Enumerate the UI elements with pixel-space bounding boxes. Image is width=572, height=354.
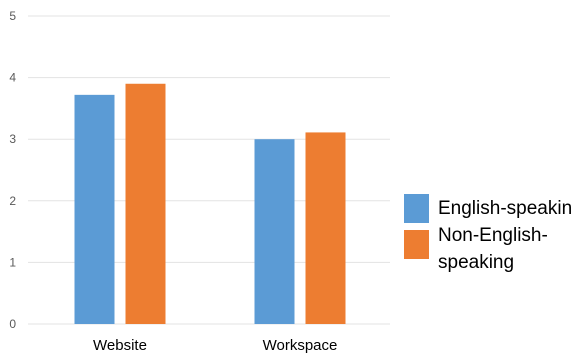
legend-label: English-speaking bbox=[438, 198, 572, 219]
x-axis-labels: Website Workspace bbox=[93, 337, 337, 354]
x-category-label: Workspace bbox=[263, 337, 338, 354]
y-tick-label: 4 bbox=[9, 71, 16, 85]
legend-swatch bbox=[404, 194, 429, 223]
y-tick-label: 2 bbox=[9, 194, 16, 208]
bars bbox=[74, 83, 346, 325]
legend-swatch bbox=[404, 230, 429, 259]
x-category-label: Website bbox=[93, 337, 147, 354]
legend-label: Non-English- bbox=[438, 225, 548, 246]
y-tick-label: 5 bbox=[9, 9, 16, 23]
y-tick-label: 0 bbox=[9, 317, 16, 331]
y-tick-label: 3 bbox=[9, 132, 16, 146]
legend-label: speaking bbox=[438, 252, 514, 273]
bar-non-english-speaking-workspace bbox=[305, 132, 346, 324]
y-tick-label: 1 bbox=[9, 255, 16, 269]
bar-english-speaking-workspace bbox=[254, 139, 295, 324]
legend: English-speaking Non-English-speaking bbox=[404, 194, 572, 273]
y-axis-ticks: 0 1 2 3 4 5 bbox=[9, 9, 16, 331]
bar-english-speaking-website bbox=[74, 94, 115, 325]
bar-non-english-speaking-website bbox=[125, 83, 166, 324]
